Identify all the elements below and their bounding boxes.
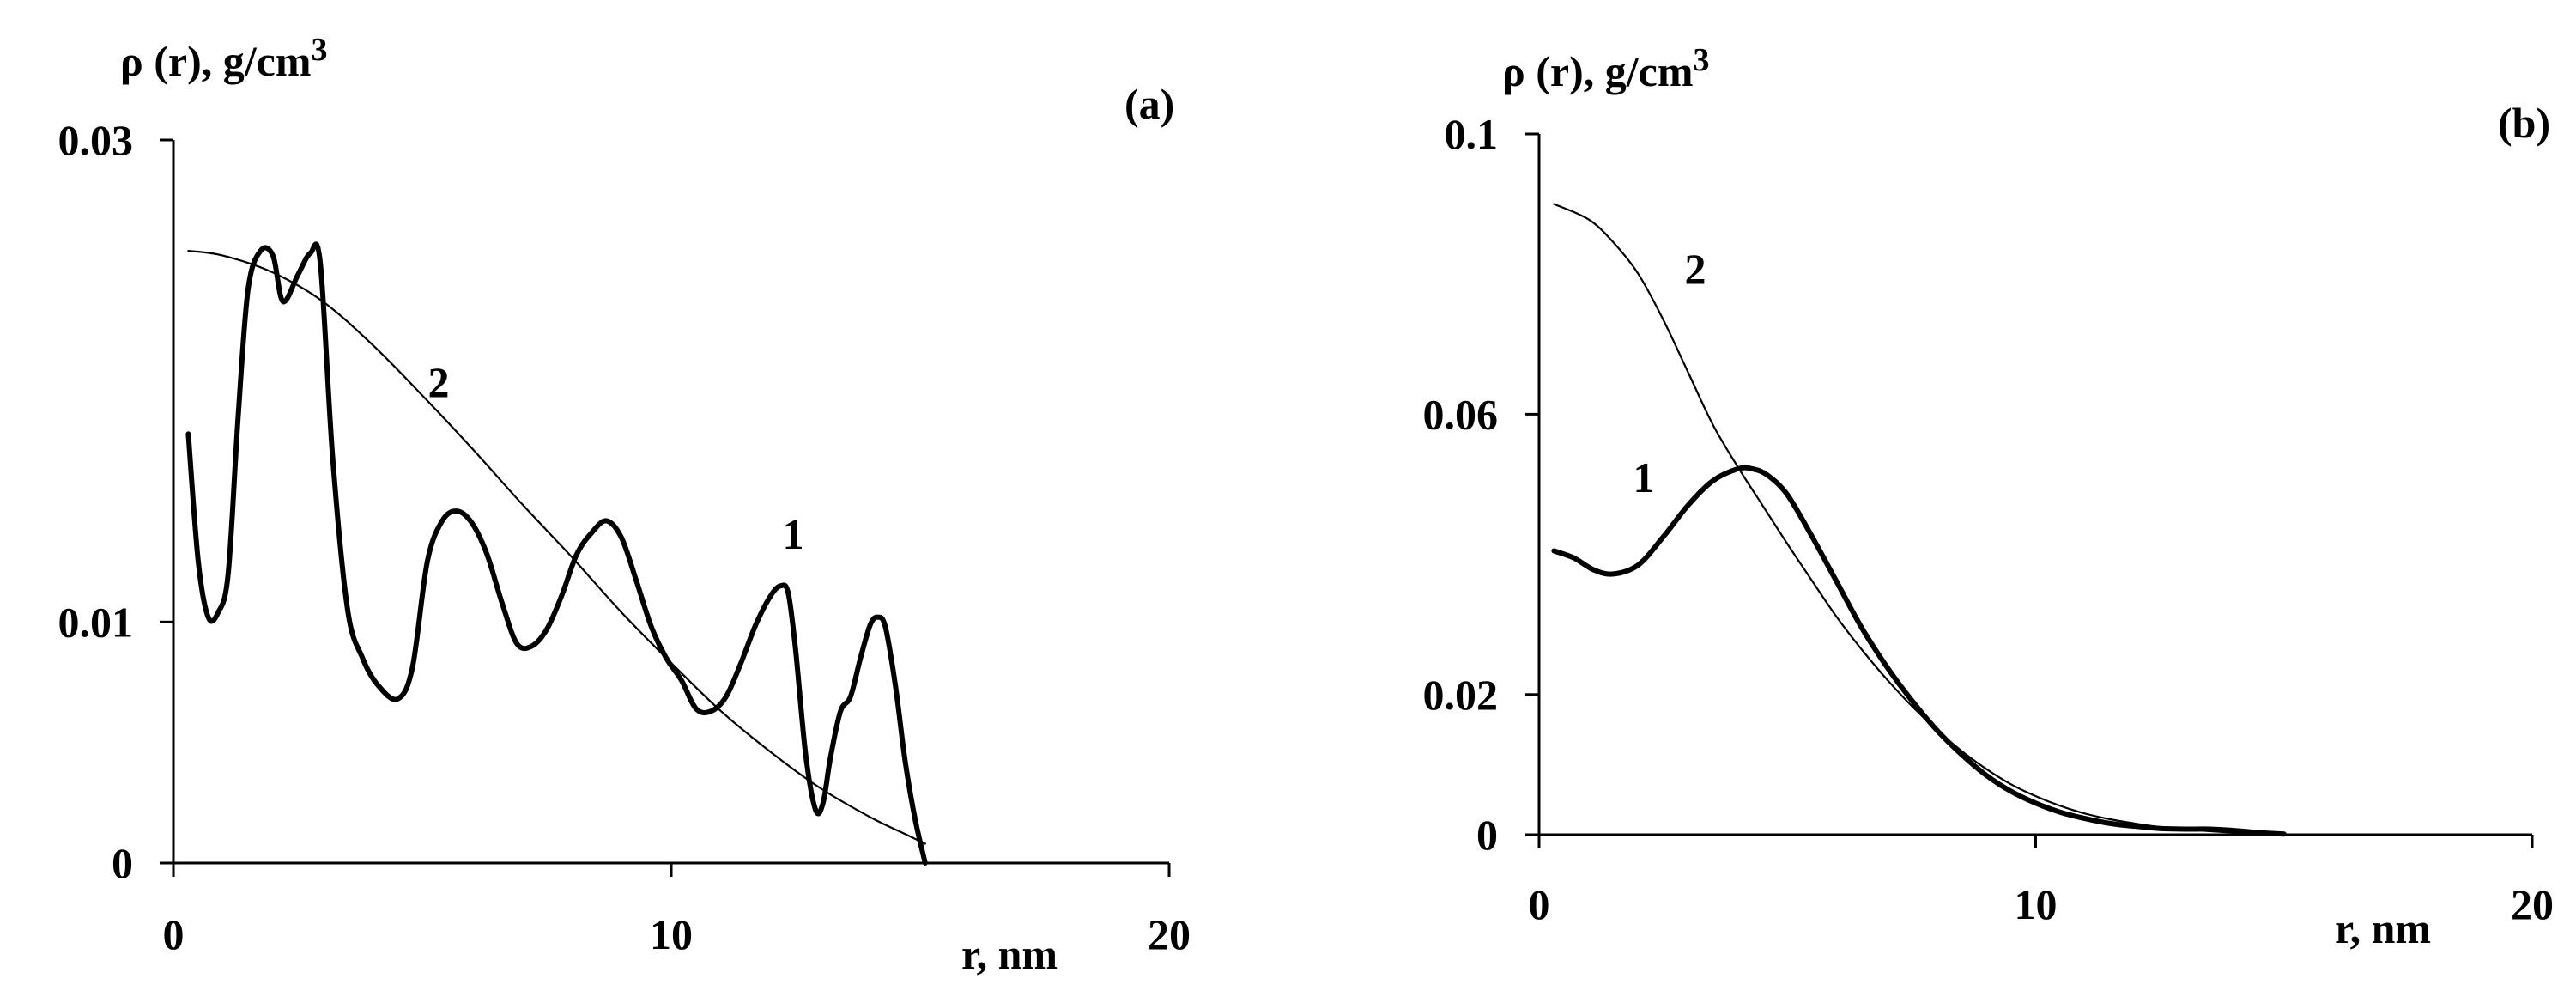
curve-label-a-2: 2 bbox=[428, 358, 450, 406]
y-axis-label-a: ρ (r), g/cm bbox=[120, 37, 312, 85]
y-tick-label-a-0: 0 bbox=[112, 839, 133, 887]
y-axis-label-exponent-b: 3 bbox=[1694, 42, 1710, 78]
y-tick-label-b-2: 0.06 bbox=[1423, 390, 1499, 438]
y-tick-label-b-1: 0.02 bbox=[1423, 671, 1499, 719]
x-tick-label-b-2: 20 bbox=[2511, 880, 2554, 928]
svg-text:ρ (r), g/cm3: ρ (r), g/cm3 bbox=[1502, 42, 1710, 95]
x-axis-label-a: r, nm bbox=[961, 930, 1058, 978]
series-line-a-2 bbox=[187, 250, 926, 845]
series-group-b bbox=[1551, 203, 2287, 837]
y-axis-label-exponent-a: 3 bbox=[312, 32, 328, 68]
series-line-a-1 bbox=[185, 241, 928, 866]
chart-panel-a: ρ (r), g/cm3 (a) 00.010.030 10 20 r, nm 2 … bbox=[58, 32, 1191, 978]
curve-label-a-1: 1 bbox=[783, 510, 804, 558]
y-tick-label-b-0: 0 bbox=[1476, 811, 1498, 859]
axis-ticks-a: 0 0.01 0.03 0 10 20 bbox=[58, 116, 1191, 958]
y-tick-label-b-3: 0.1 bbox=[1445, 110, 1499, 158]
y-axis-title-b: ρ (r), g/cm3 bbox=[1502, 42, 1710, 95]
series-line-b-2 bbox=[1553, 203, 2285, 836]
y-axis-label-b: ρ (r), g/cm bbox=[1502, 47, 1694, 95]
series-line-b-1 bbox=[1551, 465, 2287, 837]
y-tick-label-a-1: 0.01 bbox=[58, 598, 134, 646]
x-tick-label-b-1: 10 bbox=[2015, 880, 2058, 928]
panel-label-b: (b) bbox=[2498, 99, 2550, 147]
panel-label-a: (a) bbox=[1124, 80, 1174, 128]
x-tick-label-a-2: 20 bbox=[1148, 910, 1191, 958]
x-axis-label-b: r, nm bbox=[2335, 904, 2431, 952]
curve-label-b-1: 1 bbox=[1633, 453, 1655, 502]
x-tick-label-a-1: 10 bbox=[650, 910, 693, 958]
chart-panel-b: ρ (r), g/cm3 (b) 0 0.02 0.06 0.1 0 10 20 r, nm… bbox=[1423, 42, 2555, 952]
axis-ticks-b: 0 0.02 0.06 0.1 0 10 20 bbox=[1423, 110, 2555, 928]
svg-text:ρ (r), g/cm3: ρ (r), g/cm3 bbox=[120, 32, 328, 85]
y-tick-label-a-2: 0.03 bbox=[58, 116, 134, 164]
y-axis-title-a: ρ (r), g/cm3 bbox=[120, 32, 328, 85]
curve-label-b-2: 2 bbox=[1685, 245, 1706, 293]
x-tick-label-b-0: 0 bbox=[1529, 880, 1550, 928]
x-tick-label-a-0: 0 bbox=[163, 910, 185, 958]
series-group-a bbox=[185, 241, 928, 866]
